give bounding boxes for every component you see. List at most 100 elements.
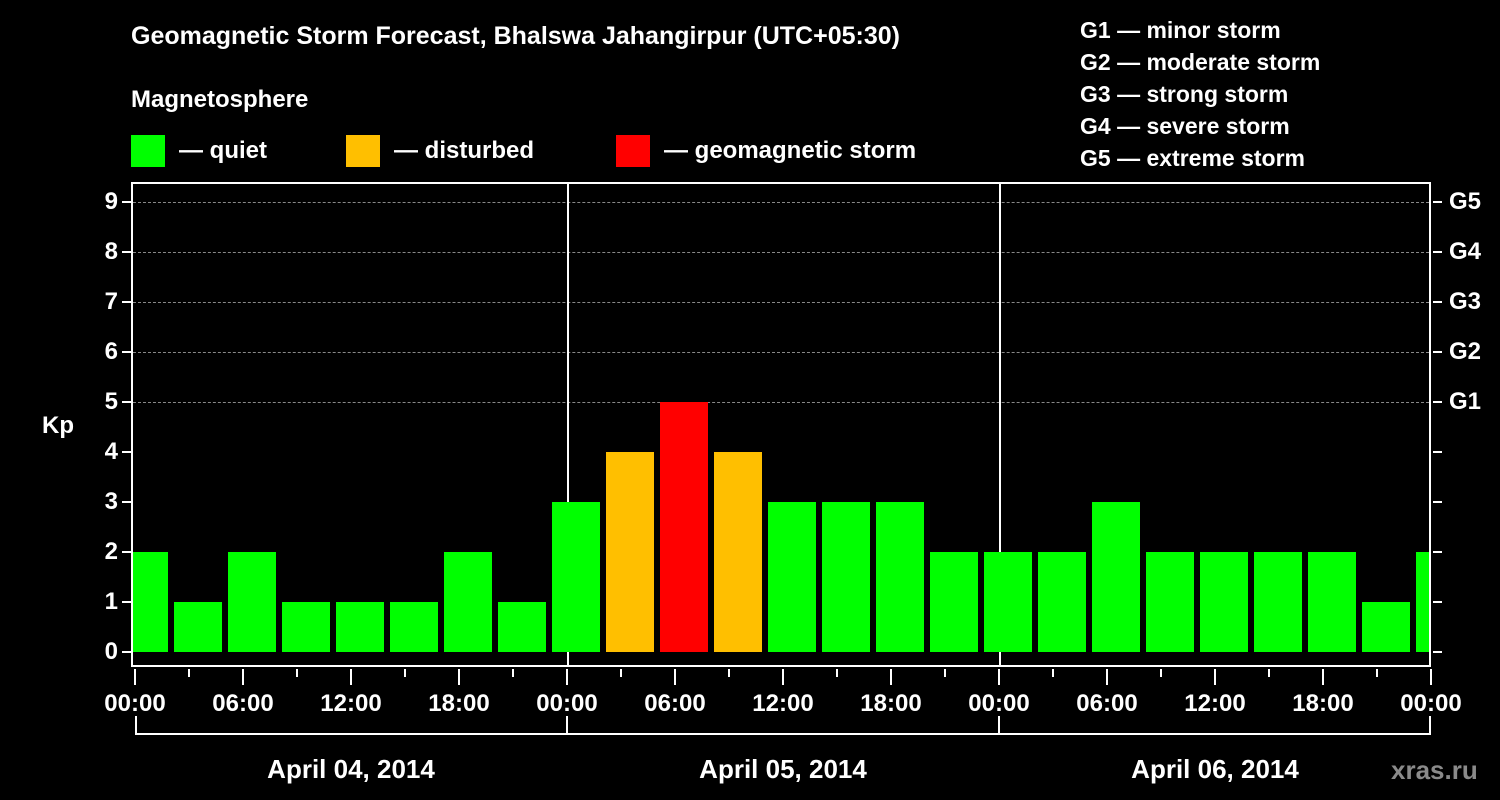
day-bracket-tick	[998, 716, 1000, 734]
gridline	[133, 402, 1429, 403]
right-tick-mark	[1433, 201, 1442, 203]
g-scale-legend: G1 — minor storm G2 — moderate storm G3 …	[1080, 14, 1320, 174]
y-axis-label: Kp	[42, 412, 74, 439]
x-tick-mark	[1106, 669, 1108, 685]
y-tick-label: 2	[104, 538, 118, 565]
day-label: April 05, 2014	[699, 754, 867, 784]
right-tick-mark	[1433, 451, 1442, 453]
x-tick-mark	[1430, 669, 1432, 685]
x-tick-mark	[890, 669, 892, 685]
kp-bar	[390, 602, 438, 652]
kp-bar	[1038, 552, 1086, 652]
x-tick-mark	[620, 669, 622, 677]
x-tick-mark	[1322, 669, 1324, 685]
kp-bar	[498, 602, 546, 652]
x-tick-label: 00:00	[536, 690, 598, 717]
y-tick-label: 0	[104, 638, 118, 665]
kp-bar	[1362, 602, 1410, 652]
kp-bar	[133, 552, 168, 652]
x-tick-mark	[1214, 669, 1216, 685]
kp-bar	[876, 502, 924, 652]
x-tick-mark	[944, 669, 946, 677]
kp-bar	[1146, 552, 1194, 652]
y-tick-label: 4	[104, 438, 118, 465]
x-tick-mark	[1268, 669, 1270, 677]
kp-bar	[444, 552, 492, 652]
x-tick-label: 00:00	[104, 690, 166, 717]
y-tick-mark	[122, 651, 132, 653]
kp-bar	[282, 602, 330, 652]
kp-bar	[606, 452, 654, 652]
kp-bar	[930, 552, 978, 652]
y-tick-mark	[122, 501, 132, 503]
kp-bar	[336, 602, 384, 652]
x-tick-label: 12:00	[752, 690, 814, 717]
right-tick-mark	[1433, 551, 1442, 553]
quiet-swatch	[131, 135, 165, 167]
x-tick-mark	[1376, 669, 1378, 677]
day-bracket-tick	[566, 716, 568, 734]
right-tick-mark	[1433, 301, 1442, 303]
right-tick-mark	[1433, 601, 1442, 603]
x-tick-mark	[674, 669, 676, 685]
gridline	[133, 202, 1429, 203]
chart-title: Geomagnetic Storm Forecast, Bhalswa Jaha…	[131, 22, 900, 50]
legend-label: — quiet	[179, 137, 267, 164]
kp-bar	[1416, 552, 1429, 652]
x-tick-label: 06:00	[1076, 690, 1138, 717]
kp-bar	[1092, 502, 1140, 652]
y-tick-mark	[122, 251, 132, 253]
right-tick-mark	[1433, 251, 1442, 253]
kp-bar	[984, 552, 1032, 652]
kp-bar	[822, 502, 870, 652]
g5-legend: G5 — extreme storm	[1080, 145, 1305, 171]
y-tick-label: 5	[104, 388, 118, 415]
kp-bar	[174, 602, 222, 652]
x-tick-mark	[134, 669, 136, 685]
y-tick-mark	[122, 401, 132, 403]
x-tick-mark	[728, 669, 730, 677]
day-separator	[567, 184, 569, 665]
kp-bar	[660, 402, 708, 652]
x-tick-label: 18:00	[428, 690, 490, 717]
g1-legend: G1 — minor storm	[1080, 17, 1281, 43]
y-tick-mark	[122, 451, 132, 453]
x-tick-mark	[242, 669, 244, 685]
x-tick-label: 12:00	[320, 690, 382, 717]
x-tick-mark	[836, 669, 838, 677]
right-tick-mark	[1433, 401, 1442, 403]
x-tick-mark	[782, 669, 784, 685]
y-tick-label: 8	[104, 238, 118, 265]
legend-title: Magnetosphere	[131, 86, 309, 113]
gridline	[133, 302, 1429, 303]
g-level-label: G2	[1449, 338, 1482, 365]
kp-bar	[1200, 552, 1248, 652]
day-bracket-tick	[135, 716, 137, 734]
kp-bar	[1254, 552, 1302, 652]
kp-bar	[552, 502, 600, 652]
y-tick-mark	[122, 351, 132, 353]
x-tick-label: 06:00	[212, 690, 274, 717]
g-level-label: G4	[1449, 238, 1482, 265]
kp-bar	[714, 452, 762, 652]
day-label: April 04, 2014	[267, 754, 435, 784]
x-tick-label: 00:00	[1400, 690, 1462, 717]
x-tick-label: 18:00	[1292, 690, 1354, 717]
y-tick-label: 7	[104, 288, 118, 315]
legend-quiet: — quiet	[131, 134, 267, 168]
kp-bar	[228, 552, 276, 652]
x-tick-mark	[998, 669, 1000, 685]
x-tick-mark	[350, 669, 352, 685]
g2-legend: G2 — moderate storm	[1080, 49, 1321, 75]
x-tick-mark	[1052, 669, 1054, 677]
x-tick-mark	[188, 669, 190, 677]
g4-legend: G4 — severe storm	[1080, 113, 1290, 139]
day-separator	[999, 184, 1001, 665]
g3-legend: G3 — strong storm	[1080, 81, 1289, 107]
plot-area	[131, 182, 1431, 667]
disturbed-swatch	[346, 135, 380, 167]
x-tick-label: 06:00	[644, 690, 706, 717]
y-tick-mark	[122, 201, 132, 203]
storm-swatch	[616, 135, 650, 167]
day-bracket-line	[135, 733, 1431, 735]
